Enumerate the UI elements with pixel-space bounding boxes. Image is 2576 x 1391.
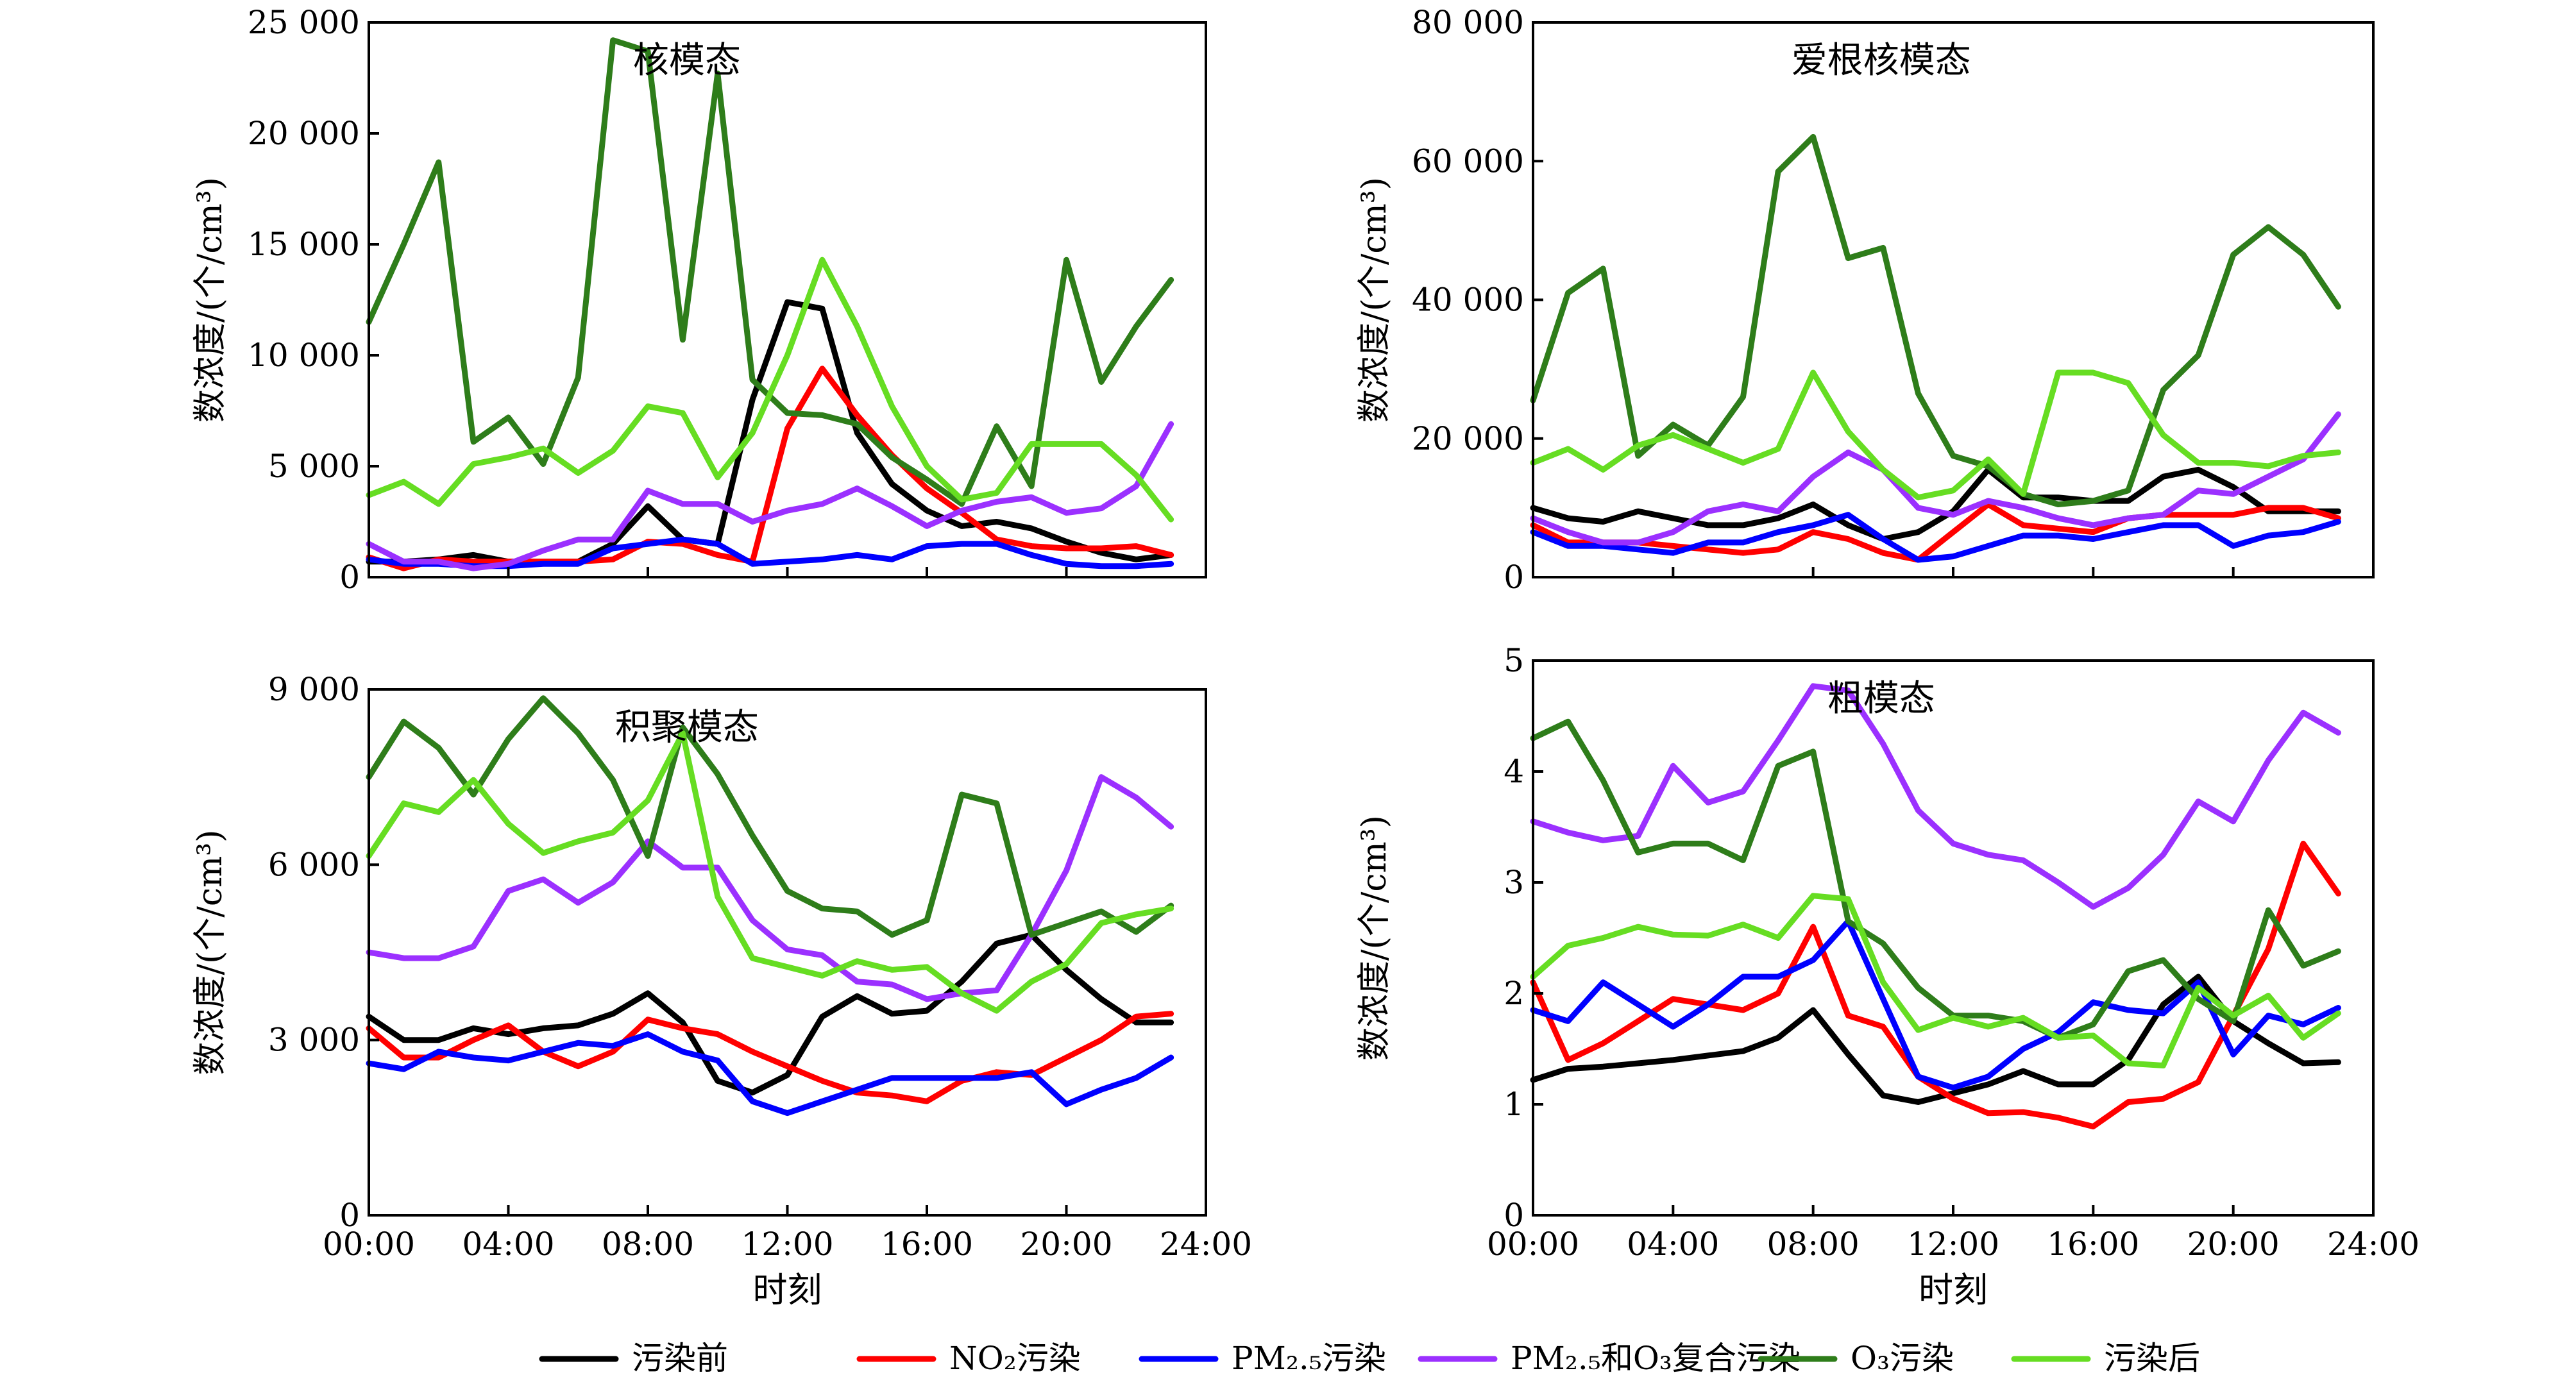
y-tick-label: 6 000 bbox=[268, 846, 360, 883]
series-line-before-pollution bbox=[1530, 974, 2341, 1105]
y-tick-label: 0 bbox=[1504, 1197, 1524, 1234]
y-axis-label: 数浓度/(个/cm³) bbox=[1355, 177, 1394, 423]
y-tick-label: 0 bbox=[339, 559, 360, 596]
legend-item-no2-pollution: NO₂污染 bbox=[856, 1340, 1081, 1377]
series-line-pm25-pollution bbox=[366, 1031, 1174, 1117]
legend-item-after-pollution: 污染后 bbox=[2011, 1340, 2200, 1377]
x-tick-label: 20:00 bbox=[1020, 1226, 1112, 1263]
panel-title: 核模态 bbox=[633, 40, 741, 81]
plot-frame bbox=[1532, 659, 2375, 1217]
y-tick-label: 5 000 bbox=[268, 448, 360, 485]
legend-item-pm25-o3-combined-pollution: PM₂.₅和O₃复合污染 bbox=[1418, 1340, 1801, 1377]
y-tick-label: 1 bbox=[1504, 1086, 1524, 1123]
y-tick-label: 40 000 bbox=[1412, 282, 1524, 319]
series-line-no2-pollution bbox=[1530, 840, 2341, 1130]
x-tick-label: 12:00 bbox=[1907, 1226, 1999, 1263]
panel-3: 0 3 000 6 000 9 000 00:00 04:00 08:00 12:00 16:0… bbox=[191, 671, 1252, 1310]
series-line-pm25-o3-combined-pollution bbox=[1530, 683, 2341, 910]
legend-label: 污染前 bbox=[632, 1340, 728, 1377]
y-axis-label: 数浓度/(个/cm³) bbox=[1355, 815, 1394, 1061]
series-line-no2-pollution bbox=[1530, 502, 2341, 563]
series-line-no2-pollution bbox=[366, 366, 1174, 571]
x-tick-label: 00:00 bbox=[323, 1226, 415, 1263]
y-axis-label: 数浓度/(个/cm³) bbox=[191, 177, 230, 423]
series-line-before-pollution bbox=[366, 932, 1174, 1096]
series-line-pm25-o3-combined-pollution bbox=[1530, 411, 2341, 546]
legend-label: PM₂.₅污染 bbox=[1232, 1340, 1386, 1377]
y-tick-label: 60 000 bbox=[1412, 142, 1524, 180]
y-tick-label: 3 bbox=[1504, 864, 1524, 901]
panel-1: 0 5 000 10 000 15 000 20 000 25 000 核模态数浓度/(个/… bbox=[191, 4, 1207, 596]
series-line-pm25-o3-combined-pollution bbox=[366, 421, 1174, 571]
y-tick-label: 0 bbox=[1504, 559, 1524, 596]
y-tick-label: 3 000 bbox=[268, 1022, 360, 1059]
y-tick-label: 20 000 bbox=[1412, 420, 1524, 457]
series-line-o3-pollution bbox=[366, 695, 1174, 938]
y-tick-label: 80 000 bbox=[1412, 4, 1524, 41]
series-line-o3-pollution bbox=[1530, 133, 2341, 507]
panel-4: 0 1 2 3 4 5 00:00 04:00 08:00 12:00 16:00 20:00 24:0… bbox=[1355, 642, 2419, 1310]
x-tick-label: 08:00 bbox=[602, 1226, 694, 1263]
x-tick-label: 12:00 bbox=[741, 1226, 833, 1263]
y-tick-label: 9 000 bbox=[268, 671, 360, 708]
legend-label: O₃污染 bbox=[1851, 1340, 1954, 1377]
series-line-o3-pollution bbox=[1530, 718, 2341, 1041]
series-line-pm25-pollution bbox=[1530, 512, 2341, 563]
x-tick-label: 16:00 bbox=[2047, 1226, 2139, 1263]
panel-title: 粗模态 bbox=[1827, 678, 1935, 720]
series-line-after-pollution bbox=[366, 257, 1174, 523]
y-tick-label: 15 000 bbox=[248, 226, 360, 263]
y-tick-label: 10 000 bbox=[248, 337, 360, 374]
y-tick-label: 25 000 bbox=[248, 4, 360, 41]
series-line-no2-pollution bbox=[366, 1011, 1174, 1104]
legend: 污染前 NO₂污染 PM₂.₅污染 PM₂.₅和O₃复合污染 O₃污染 污染后 bbox=[539, 1340, 2200, 1377]
legend-label: NO₂污染 bbox=[949, 1340, 1081, 1377]
x-tick-label: 04:00 bbox=[1627, 1226, 1719, 1263]
x-tick-label: 24:00 bbox=[2327, 1226, 2419, 1263]
y-tick-label: 20 000 bbox=[248, 115, 360, 152]
x-axis-label: 时刻 bbox=[1919, 1270, 1988, 1310]
y-tick-label: 4 bbox=[1504, 753, 1524, 790]
plot-frame bbox=[368, 688, 1207, 1217]
y-tick-label: 0 bbox=[339, 1197, 360, 1234]
series-line-before-pollution bbox=[1530, 466, 2341, 542]
y-tick-label: 2 bbox=[1504, 975, 1524, 1012]
series-line-after-pollution bbox=[366, 730, 1174, 1014]
legend-item-o3-pollution: O₃污染 bbox=[1758, 1340, 1954, 1377]
panel-title: 爱根核模态 bbox=[1792, 40, 1971, 81]
legend-item-before-pollution: 污染前 bbox=[539, 1340, 728, 1377]
series-line-after-pollution bbox=[1530, 369, 2341, 501]
panel-2: 0 20 000 40 000 60 000 80 000 爱根核模态数浓度/(个/cm³… bbox=[1355, 4, 2375, 596]
series-line-o3-pollution bbox=[366, 37, 1174, 507]
series-line-pm25-o3-combined-pollution bbox=[366, 774, 1174, 1002]
series-line-after-pollution bbox=[1530, 893, 2341, 1068]
x-tick-label: 00:00 bbox=[1487, 1226, 1579, 1263]
legend-label: PM₂.₅和O₃复合污染 bbox=[1511, 1340, 1801, 1377]
panel-title: 积聚模态 bbox=[615, 707, 759, 748]
x-tick-label: 04:00 bbox=[462, 1226, 554, 1263]
y-tick-label: 5 bbox=[1504, 642, 1524, 679]
y-axis-label: 数浓度/(个/cm³) bbox=[191, 830, 230, 1075]
x-tick-label: 16:00 bbox=[881, 1226, 973, 1263]
legend-label: 污染后 bbox=[2104, 1340, 2200, 1377]
x-tick-label: 24:00 bbox=[1160, 1226, 1252, 1263]
x-tick-label: 20:00 bbox=[2187, 1226, 2280, 1263]
x-axis-label: 时刻 bbox=[753, 1270, 822, 1310]
x-tick-label: 08:00 bbox=[1767, 1226, 1860, 1263]
legend-item-pm25-pollution: PM₂.₅污染 bbox=[1139, 1340, 1386, 1377]
